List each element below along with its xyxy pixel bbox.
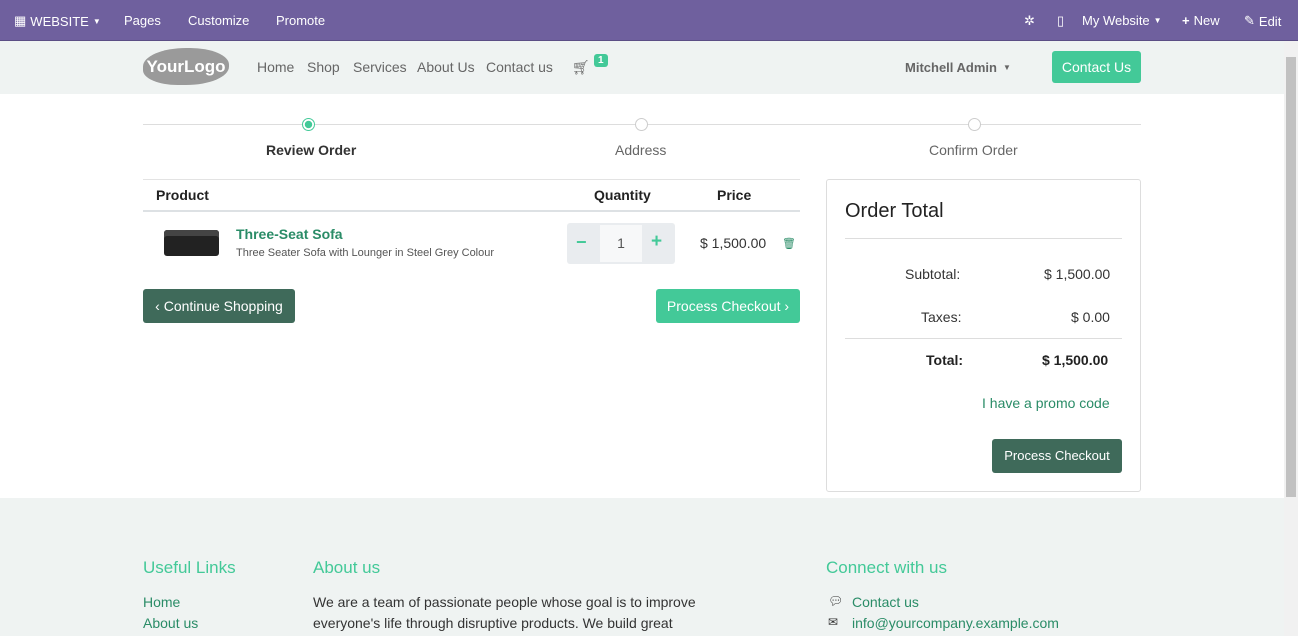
cart-icon[interactable]: 🛒︎	[572, 59, 590, 75]
col-product: Product	[156, 187, 209, 203]
user-menu[interactable]: Mitchell Admin ▼	[905, 60, 1011, 75]
about-text-line: everyone's life through disruptive produ…	[313, 615, 673, 631]
total-label: Total:	[926, 352, 964, 368]
subtotal-value: $ 1,500.00	[1044, 266, 1111, 282]
scrollbar-thumb[interactable]	[1286, 57, 1296, 497]
divider	[845, 338, 1122, 339]
taxes-value: $ 0.00	[1071, 309, 1110, 325]
nav-home[interactable]: Home	[257, 59, 295, 75]
divider	[143, 179, 800, 180]
step-confirm-order: Confirm Order	[929, 142, 1018, 158]
nav-shop[interactable]: Shop	[307, 59, 340, 75]
useful-links-title: Useful Links	[143, 558, 236, 577]
subtotal-label: Subtotal:	[905, 266, 961, 282]
footer-email-link[interactable]: info@yourcompany.example.com	[852, 615, 1059, 631]
footer-link-home[interactable]: Home	[143, 594, 181, 610]
mobile-icon[interactable]: ▯	[1057, 13, 1065, 28]
trash-icon[interactable]: 🗑︎	[782, 238, 796, 250]
product-description: Three Seater Sofa with Lounger in Steel …	[236, 247, 495, 259]
order-total-card	[826, 179, 1141, 492]
item-price: $ 1,500.00	[700, 235, 767, 251]
pencil-icon: ✎	[1244, 13, 1255, 28]
order-total-title: Order Total	[845, 200, 944, 222]
nav-about-us[interactable]: About Us	[417, 59, 475, 75]
summary-checkout-button[interactable]: Process Checkout	[992, 439, 1122, 473]
caret-down-icon: ▼	[1002, 63, 1011, 72]
footer	[0, 498, 1284, 636]
divider	[845, 238, 1122, 239]
bug-icon[interactable]: ✲	[1024, 13, 1035, 28]
nav-contact-us[interactable]: Contact us	[486, 59, 553, 75]
my-website-menu[interactable]: My Website ▼	[1082, 13, 1162, 28]
nav-services[interactable]: Services	[353, 59, 407, 75]
connect-title: Connect with us	[826, 558, 947, 577]
scrollbar[interactable]	[1284, 41, 1298, 636]
footer-link-about[interactable]: About us	[143, 615, 199, 631]
apps-icon: ▦	[14, 13, 27, 28]
product-image[interactable]	[164, 230, 219, 256]
quantity-input[interactable]: 1	[600, 225, 642, 262]
divider	[143, 210, 800, 212]
caret-down-icon: ▼	[1153, 16, 1162, 25]
process-checkout-button[interactable]: Process Checkout ›	[656, 289, 800, 323]
promote-menu[interactable]: Promote	[276, 13, 326, 28]
promo-code-link[interactable]: I have a promo code	[982, 395, 1110, 411]
chevron-right-icon: ›	[780, 298, 790, 314]
customize-menu[interactable]: Customize	[188, 13, 250, 28]
cart-count-badge: 1	[594, 54, 608, 67]
plus-icon: +	[1182, 13, 1190, 28]
step-dot	[635, 118, 648, 131]
step-dot	[968, 118, 981, 131]
pages-menu[interactable]: Pages	[124, 13, 161, 28]
site-logo[interactable]: YourLogo	[143, 48, 229, 85]
col-price: Price	[717, 187, 752, 203]
increase-quantity-button[interactable]: +	[651, 231, 663, 252]
about-text-line: We are a team of passionate people whose…	[313, 594, 696, 610]
decrease-quantity-button[interactable]: −	[576, 232, 587, 252]
step-review-order: Review Order	[266, 142, 357, 158]
comment-icon: 💬︎	[828, 594, 844, 608]
about-title: About us	[313, 558, 381, 577]
step-dot-active	[302, 118, 315, 131]
edit-button[interactable]: ✎ Edit	[1244, 13, 1282, 29]
admin-topbar: ▦ WEBSITE ▼ Pages Customize Promote ✲ ▯ …	[0, 0, 1298, 41]
footer-contact-link[interactable]: Contact us	[852, 594, 919, 610]
website-menu[interactable]: ▦ WEBSITE ▼	[14, 13, 101, 29]
taxes-label: Taxes:	[921, 309, 962, 325]
contact-us-button[interactable]: Contact Us	[1052, 51, 1141, 83]
new-button[interactable]: + New	[1182, 13, 1220, 28]
continue-shopping-button[interactable]: ‹ Continue Shopping	[143, 289, 295, 323]
caret-down-icon: ▼	[92, 16, 101, 26]
chevron-left-icon: ‹	[155, 298, 164, 314]
envelope-icon: ✉	[828, 615, 839, 629]
total-value: $ 1,500.00	[1042, 352, 1109, 368]
step-address: Address	[615, 142, 667, 158]
product-name[interactable]: Three-Seat Sofa	[236, 226, 343, 242]
col-quantity: Quantity	[594, 187, 651, 203]
